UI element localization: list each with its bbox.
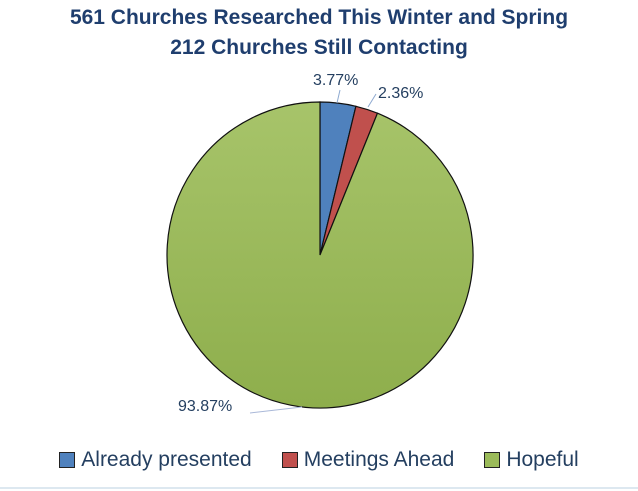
legend-swatch-red-icon [281, 452, 298, 468]
label-hopeful: 93.87% [178, 398, 233, 415]
label-meetings-ahead: 2.36% [378, 85, 424, 102]
chart-title-line1: 561 Churches Researched This Winter and … [69, 6, 569, 29]
legend-swatch-green-icon [484, 452, 501, 468]
legend-item-hopeful: Hopeful [484, 448, 579, 472]
legend: Already presented Meetings Ahead Hopeful [0, 448, 638, 472]
legend-item-already-presented: Already presented [59, 448, 252, 472]
pie-slice-hopeful [166, 101, 474, 409]
label-already-presented: 3.77% [313, 72, 359, 89]
legend-item-meetings-ahead: Meetings Ahead [281, 448, 454, 472]
frame-border [0, 487, 638, 489]
legend-swatch-blue-icon [59, 452, 76, 468]
chart-title-line2: 212 Churches Still Contacting [170, 36, 468, 59]
